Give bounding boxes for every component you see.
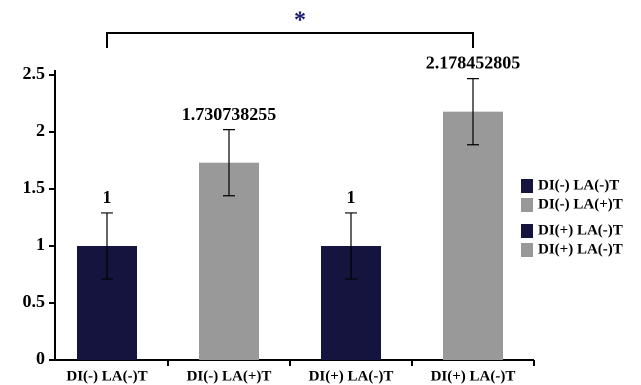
y-tick-label: 1.5 (23, 177, 46, 197)
error-bar (345, 212, 357, 280)
y-tick-label: 2.5 (23, 63, 46, 83)
legend-swatch (521, 224, 533, 238)
legend-label: DI(+) LA(-)T (538, 222, 623, 238)
legend-swatch (521, 179, 533, 193)
error-bar (101, 212, 113, 280)
legend-swatch (521, 198, 533, 212)
value-label: 1.730738255 (182, 104, 277, 124)
x-tick-label: DI(-) LA(+)T (187, 368, 272, 384)
x-tick-label: DI(+) LA(-)T (431, 368, 516, 384)
significance-star: * (294, 8, 306, 34)
value-label: 2.178452805 (426, 53, 521, 73)
y-tick-label: 2 (36, 120, 45, 140)
x-tick-label: DI(+) LA(-)T (309, 368, 394, 384)
x-tick-label: DI(-) LA(-)T (66, 368, 147, 384)
significance-bracket (106, 32, 474, 48)
y-tick-label: 0 (36, 348, 45, 368)
value-label: 1 (103, 187, 112, 207)
error-bar (467, 77, 479, 146)
y-tick-label: 0.5 (23, 291, 46, 311)
legend-label: DI(-) LA(+)T (538, 196, 623, 212)
legend-label: DI(+) LA(-)T (538, 241, 623, 257)
y-tick-label: 1 (36, 234, 45, 254)
legend-label: DI(-) LA(-)T (538, 177, 619, 193)
legend-swatch (521, 243, 533, 257)
error-bar (223, 129, 235, 197)
bar (443, 111, 503, 361)
value-label: 1 (347, 187, 356, 207)
